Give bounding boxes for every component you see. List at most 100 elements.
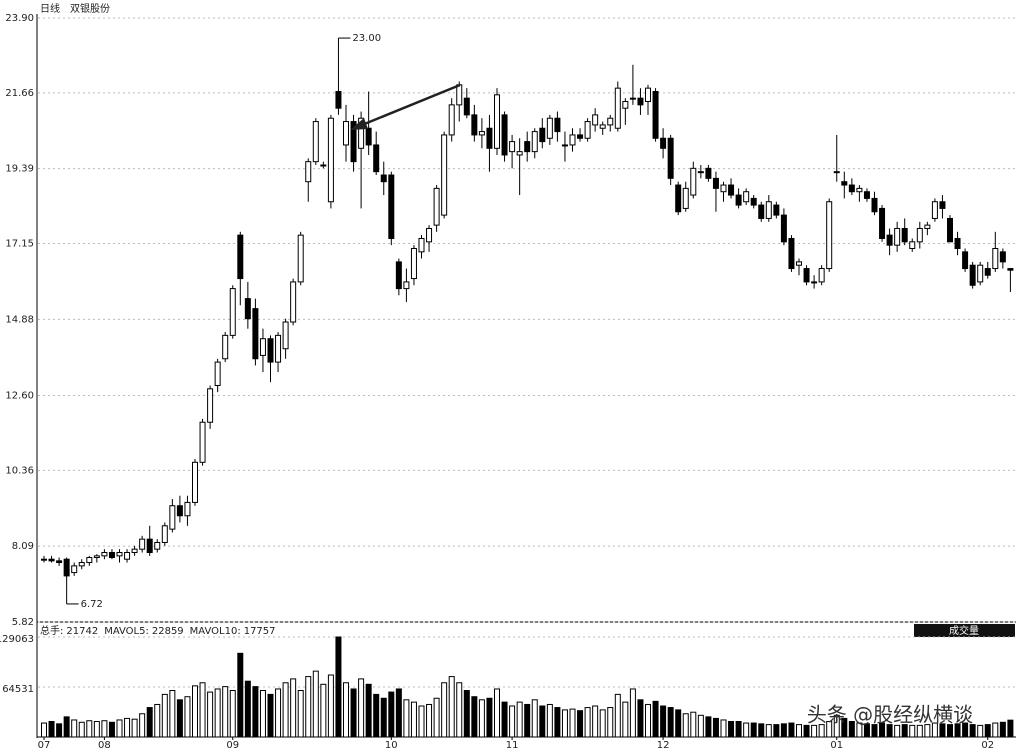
volume-button-label[interactable]: 成交量 [949, 624, 979, 637]
candle-body [886, 234, 893, 246]
candle-body [848, 184, 855, 193]
volume-bar [358, 678, 365, 738]
candle-body [863, 191, 870, 199]
candle-body [373, 144, 380, 173]
candle-body [184, 501, 191, 517]
volume-bar [931, 722, 938, 738]
volume-bar [365, 683, 372, 738]
volume-bar [637, 699, 644, 738]
candle-body [214, 361, 221, 386]
volume-bar [418, 705, 425, 738]
volume-bar [969, 724, 976, 738]
volume-bar [871, 724, 878, 738]
volume-bar [373, 693, 380, 738]
volume-bar [607, 707, 614, 738]
volume-bar [244, 680, 251, 738]
x-tick-label: 10 [385, 740, 398, 751]
volume-bar [48, 721, 55, 738]
volume-bar [388, 691, 395, 738]
volume-bar [645, 703, 651, 738]
candle-body [569, 134, 576, 146]
candle-body [750, 197, 757, 206]
candle-body [139, 538, 146, 550]
volume-bar [939, 723, 946, 738]
volume-bar [176, 699, 183, 738]
volume-bar [803, 724, 810, 738]
volume-bar [841, 717, 848, 738]
volume-bar [554, 707, 561, 738]
candle-body [380, 174, 387, 183]
candle-body [327, 117, 334, 203]
candle-body [728, 184, 735, 196]
y-tick-label: 14.88 [5, 314, 34, 325]
volume-bar [992, 722, 999, 738]
candle-body [954, 237, 961, 250]
volume-bar [441, 682, 448, 738]
y-tick-label: 5.82 [12, 617, 34, 628]
candle-body [561, 144, 568, 147]
volume-bar [788, 722, 795, 738]
candle-body [207, 388, 214, 423]
candle-body [494, 94, 500, 149]
candle-body [237, 234, 244, 280]
candle-body [448, 104, 455, 136]
volume-bar [501, 701, 508, 738]
volume-bar [335, 636, 342, 738]
volume-bar [146, 707, 153, 738]
volume-bar [41, 722, 47, 738]
volume-bar [569, 708, 576, 738]
volume-bar [267, 693, 274, 738]
candle-body [584, 121, 591, 139]
candle-body [86, 557, 93, 564]
candle-body [773, 204, 780, 216]
volume-header-label: MAVOL10: [190, 626, 241, 637]
x-tick-label: 01 [830, 740, 843, 751]
candle-body [146, 538, 153, 554]
candle-body [63, 558, 70, 577]
volume-bar [811, 724, 818, 738]
volume-bar [947, 724, 953, 738]
period-label: 日线 [40, 2, 60, 15]
volume-bar [826, 721, 833, 738]
candle-body [48, 558, 55, 562]
arrow [350, 83, 461, 130]
candle-body [818, 268, 825, 283]
candle-body [199, 421, 206, 463]
candle-body [645, 87, 651, 103]
volume-bar [426, 703, 433, 738]
candle-body [531, 131, 538, 153]
volume-bar [690, 711, 697, 738]
volume-bar [509, 705, 516, 738]
candle-body [478, 131, 485, 136]
candle-body [516, 151, 523, 156]
candle-body [811, 281, 818, 284]
candle-body [388, 174, 395, 239]
volume-header-label: MAVOL5: [104, 626, 149, 637]
volume-bar [780, 723, 787, 738]
candle-body [93, 555, 100, 559]
volume-header-value: 22859 [152, 626, 184, 637]
candle-body [652, 90, 659, 139]
volume-bar [743, 722, 750, 738]
candle-body [984, 268, 991, 276]
candle-body [735, 194, 742, 206]
y-tick-label: 23.90 [5, 13, 34, 24]
candle-body [871, 197, 878, 213]
candle-body [305, 161, 312, 183]
candle-body [690, 167, 697, 196]
volume-bar [796, 724, 802, 738]
volume-bar [184, 696, 191, 738]
candle-body [441, 134, 448, 216]
x-tick-label: 08 [98, 740, 111, 751]
volume-bar [56, 723, 63, 738]
candle-body [403, 281, 410, 290]
candle-body [124, 552, 131, 560]
volume-bar [984, 724, 991, 738]
volume-bar [71, 719, 78, 738]
volume-bar [305, 676, 312, 738]
candle-body [962, 251, 969, 270]
candle-body [939, 201, 946, 209]
volume-bar [879, 722, 886, 738]
volume-button[interactable] [914, 624, 1015, 637]
x-tick-label: 07 [38, 740, 51, 751]
